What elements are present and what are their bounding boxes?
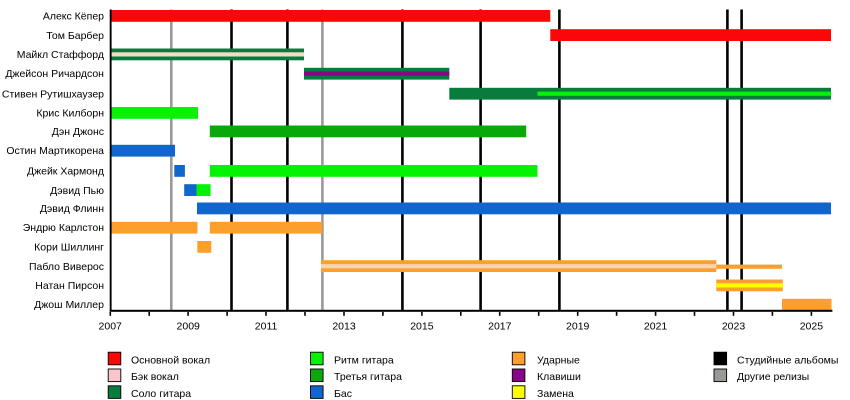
svg-text:2013: 2013	[332, 320, 356, 332]
svg-text:Третья гитара: Третья гитара	[334, 371, 402, 383]
svg-text:Другие релизы: Другие релизы	[737, 371, 809, 383]
svg-text:Основной вокал: Основной вокал	[131, 354, 210, 366]
svg-text:2007: 2007	[99, 320, 123, 332]
svg-text:Стивен Рутишхаузер: Стивен Рутишхаузер	[2, 88, 104, 100]
svg-text:Натан Пирсон: Натан Пирсон	[35, 280, 104, 292]
svg-text:Том Барбер: Том Барбер	[46, 30, 104, 42]
svg-text:2023: 2023	[722, 320, 746, 332]
svg-text:Ритм гитара: Ритм гитара	[334, 354, 394, 366]
svg-text:2015: 2015	[410, 320, 434, 332]
svg-text:2009: 2009	[177, 320, 201, 332]
svg-text:Студийные альбомы: Студийные альбомы	[737, 354, 838, 366]
svg-text:Бэк вокал: Бэк вокал	[131, 371, 179, 383]
svg-text:Бас: Бас	[334, 388, 352, 400]
svg-text:2011: 2011	[255, 320, 278, 332]
svg-text:Пабло Виверос: Пабло Виверос	[29, 261, 104, 273]
svg-text:Кори Шиллинг: Кори Шиллинг	[34, 242, 104, 254]
svg-text:Крис Килборн: Крис Килборн	[36, 108, 104, 120]
svg-text:Джейк Хармонд: Джейк Хармонд	[27, 166, 104, 178]
svg-text:Эндрю Карлстон: Эндрю Карлстон	[23, 222, 104, 234]
svg-text:Ударные: Ударные	[537, 354, 580, 366]
svg-text:Остин Мартикорена: Остин Мартикорена	[6, 145, 104, 157]
svg-text:2021: 2021	[644, 320, 668, 332]
svg-text:Майкл Стаффорд: Майкл Стаффорд	[17, 49, 104, 61]
svg-text:Дэн Джонс: Дэн Джонс	[52, 126, 104, 138]
svg-text:2017: 2017	[488, 320, 512, 332]
svg-text:2025: 2025	[800, 320, 824, 332]
svg-text:Алекс Кёпер: Алекс Кёпер	[43, 11, 104, 23]
svg-text:2019: 2019	[566, 320, 590, 332]
svg-text:Соло гитара: Соло гитара	[131, 388, 191, 400]
svg-text:Клавиши: Клавиши	[537, 371, 581, 383]
svg-text:Дэвид Флинн: Дэвид Флинн	[40, 203, 104, 215]
svg-text:Дэвид Пью: Дэвид Пью	[50, 185, 104, 197]
svg-text:Джош Миллер: Джош Миллер	[34, 299, 104, 311]
svg-text:Замена: Замена	[537, 388, 574, 400]
svg-text:Джейсон Ричардсон: Джейсон Ричардсон	[5, 68, 104, 80]
